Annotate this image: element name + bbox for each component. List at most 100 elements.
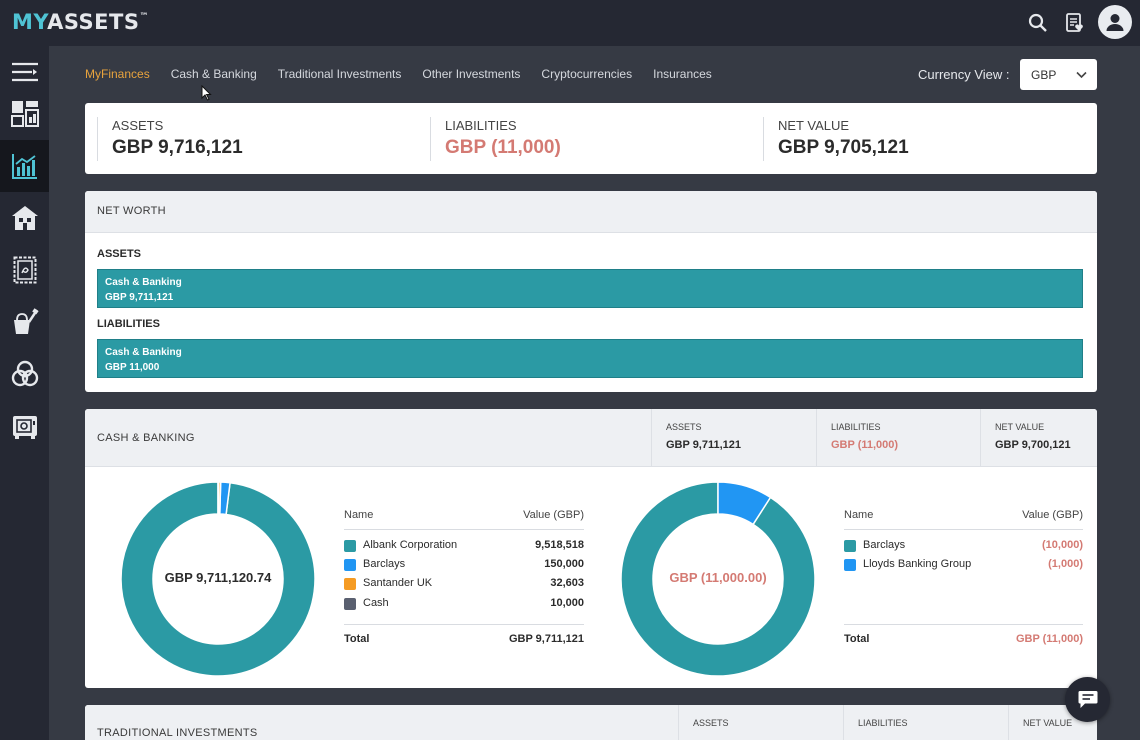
net-worth-title: NET WORTH <box>97 205 166 217</box>
assets-legend-row[interactable]: Albank Corporation 9,518,518 <box>344 538 584 554</box>
cash-banking-net: NET VALUE GBP 9,700,121 <box>980 409 1097 467</box>
tab-cash-banking[interactable]: Cash & Banking <box>170 67 257 81</box>
assets-legend-total: Total GBP 9,711,121 <box>344 624 584 648</box>
liabilities-legend-row[interactable]: Barclays (10,000) <box>844 538 1083 554</box>
cash-banking-net-value: GBP 9,700,121 <box>995 439 1071 451</box>
assets-legend-row[interactable]: Santander UK 32,603 <box>344 576 584 592</box>
assets-donut-chart <box>120 481 316 677</box>
legend-swatch <box>344 559 356 571</box>
mouse-pointer-icon <box>201 84 212 106</box>
liabilities-legend-name-header: Name <box>844 509 874 521</box>
net-worth-liabilities-bar[interactable]: Cash & Banking GBP 11,000 <box>97 339 1083 378</box>
sidebar-item-network[interactable] <box>0 348 49 400</box>
chart-icon <box>11 154 37 179</box>
currency-view-label: Currency View : <box>918 67 1010 82</box>
donut-slice-lloyds-banking-group[interactable] <box>717 481 772 526</box>
liabilities-donut-center-label: GBP (11,000.00) <box>669 570 767 585</box>
assets-total-label: Total <box>344 633 370 645</box>
sidebar-item-dashboard[interactable] <box>0 88 49 140</box>
cash-banking-liabilities-value: GBP (11,000) <box>831 439 899 451</box>
legend-item-value: 32,603 <box>550 577 584 589</box>
summary-net-value: NET VALUE GBP 9,705,121 <box>763 117 909 161</box>
liabilities-legend-total: Total GBP (11,000) <box>844 624 1083 648</box>
cash-banking-net-label: NET VALUE <box>995 422 1045 432</box>
traditional-net-label: NET VALUE <box>1023 718 1073 728</box>
currency-select[interactable]: GBP <box>1020 59 1097 90</box>
summary-net-amount: GBP 9,705,121 <box>778 137 909 158</box>
tab-insurances[interactable]: Insurances <box>653 67 712 81</box>
donut-slice-cash[interactable] <box>217 481 220 515</box>
tab-traditional-investments[interactable]: Traditional Investments <box>277 67 402 81</box>
traditional-liabilities: LIABILITIES <box>843 705 1008 740</box>
document-icon <box>13 256 36 284</box>
circles-icon <box>11 360 38 387</box>
assets-legend-header: Name Value (GBP) <box>344 508 584 530</box>
net-worth-card: NET WORTH ASSETS Cash & Banking GBP 9,71… <box>85 191 1097 392</box>
sidebar-item-documents[interactable] <box>0 244 49 296</box>
house-icon <box>11 206 38 230</box>
legend-swatch <box>844 559 856 571</box>
paint-bucket-icon <box>13 308 39 334</box>
summary-assets-label: ASSETS <box>112 118 164 133</box>
liabilities-legend: Name Value (GBP) Barclays (10,000) Lloyd… <box>844 508 1083 658</box>
legend-item-value: 9,518,518 <box>535 539 584 551</box>
sidebar-item-possessions[interactable] <box>0 296 49 348</box>
liabilities-donut-chart <box>620 481 816 677</box>
sidebar <box>0 46 49 740</box>
cash-banking-card: CASH & BANKING ASSETS GBP 9,711,121 LIAB… <box>85 409 1097 688</box>
cash-banking-assets: ASSETS GBP 9,711,121 <box>651 409 816 467</box>
traditional-investments-header: TRADITIONAL INVESTMENTS ASSETS LIABILITI… <box>85 705 1097 740</box>
chevron-down-icon <box>1076 68 1087 82</box>
net-worth-assets-bar-name: Cash & Banking <box>105 277 182 288</box>
assets-total-value: GBP 9,711,121 <box>508 633 584 645</box>
traditional-assets: ASSETS <box>678 705 843 740</box>
cash-banking-assets-label: ASSETS <box>666 422 702 432</box>
net-worth-assets-bar[interactable]: Cash & Banking GBP 9,711,121 <box>97 269 1083 308</box>
assets-legend-row[interactable]: Barclays 150,000 <box>344 557 584 573</box>
donut-slice-albank-corporation[interactable] <box>120 481 316 677</box>
net-worth-liabilities-bar-name: Cash & Banking <box>105 347 182 358</box>
tab-cryptocurrencies[interactable]: Cryptocurrencies <box>541 67 633 81</box>
donut-slice-barclays[interactable] <box>620 481 816 677</box>
chat-button[interactable] <box>1065 677 1110 722</box>
user-avatar[interactable] <box>1098 5 1132 39</box>
cash-banking-assets-value: GBP 9,711,121 <box>666 439 742 451</box>
legend-item-name: Barclays <box>363 558 406 570</box>
legend-swatch <box>344 540 356 552</box>
chat-icon <box>1078 691 1097 708</box>
summary-net-label: NET VALUE <box>778 118 850 133</box>
user-icon <box>1106 14 1124 31</box>
traditional-liabilities-label: LIABILITIES <box>858 718 908 728</box>
net-worth-header: NET WORTH <box>85 191 1097 233</box>
sidebar-item-myfinances[interactable] <box>0 140 49 192</box>
search-icon[interactable] <box>1024 9 1052 37</box>
liabilities-total-label: Total <box>844 633 870 645</box>
liabilities-legend-row[interactable]: Lloyds Banking Group (1,000) <box>844 557 1083 573</box>
tab-other-investments[interactable]: Other Investments <box>422 67 521 81</box>
assets-legend-value-header: Value (GBP) <box>523 509 584 521</box>
clipboard-heart-icon[interactable] <box>1061 9 1089 37</box>
assets-donut-center-label: GBP 9,711,120.74 <box>164 570 272 585</box>
legend-item-value: 10,000 <box>550 597 584 609</box>
app-logo[interactable]: MYASSETS™ <box>12 10 149 34</box>
traditional-net: NET VALUE <box>1008 705 1097 740</box>
sidebar-item-property[interactable] <box>0 192 49 244</box>
sidebar-item-safe[interactable] <box>0 400 49 452</box>
net-worth-liabilities-bar-value: GBP 11,000 <box>105 362 160 373</box>
assets-legend-row[interactable]: Cash 10,000 <box>344 596 584 612</box>
summary-card: ASSETS GBP 9,716,121 LIABILITIES GBP (11… <box>85 103 1097 174</box>
net-worth-assets-label: ASSETS <box>97 248 142 260</box>
cash-banking-title: CASH & BANKING <box>97 432 195 444</box>
sidebar-menu-toggle[interactable] <box>0 46 49 98</box>
traditional-investments-card: TRADITIONAL INVESTMENTS ASSETS LIABILITI… <box>85 705 1097 740</box>
cash-banking-header: CASH & BANKING ASSETS GBP 9,711,121 LIAB… <box>85 409 1097 467</box>
safe-icon <box>12 416 37 439</box>
top-bar: MYASSETS™ <box>0 0 1140 46</box>
legend-item-name: Barclays <box>863 539 906 551</box>
liabilities-legend-value-header: Value (GBP) <box>1022 509 1083 521</box>
legend-swatch <box>344 598 356 610</box>
legend-swatch <box>344 578 356 590</box>
traditional-investments-title: TRADITIONAL INVESTMENTS <box>97 727 258 739</box>
tab-myfinances[interactable]: MyFinances <box>85 67 150 81</box>
legend-item-name: Cash <box>363 597 389 609</box>
